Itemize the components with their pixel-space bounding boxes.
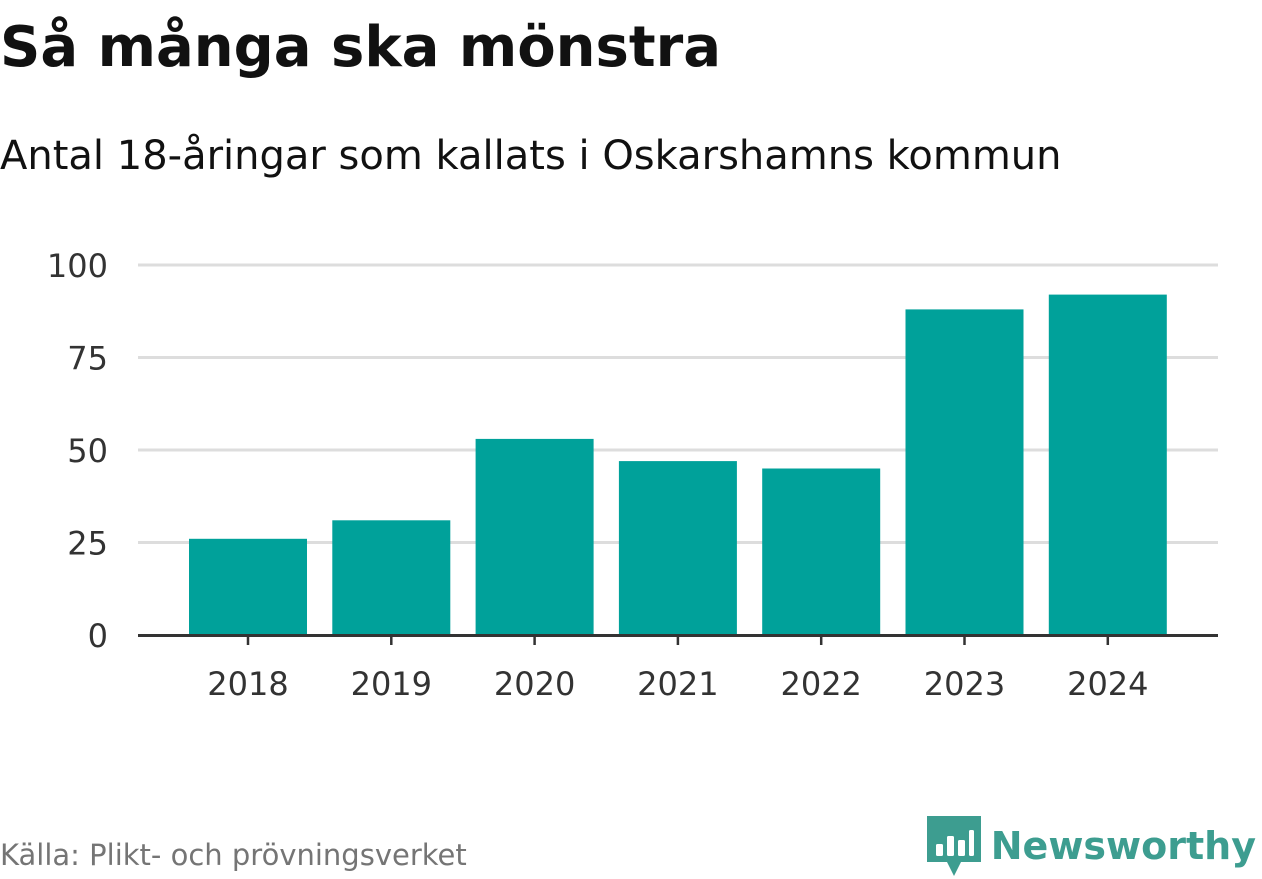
chart-subtitle: Antal 18-åringar som kallats i Oskarsham… — [0, 133, 1062, 179]
x-tick-label: 2021 — [637, 665, 718, 703]
source-note: Källa: Plikt- och prövningsverket — [0, 838, 467, 872]
y-tick-label: 75 — [67, 340, 108, 378]
y-tick-label: 100 — [47, 247, 108, 285]
y-tick-label: 25 — [67, 525, 108, 563]
brand-name: Newsworthy — [990, 824, 1256, 868]
x-tick-label: 2018 — [207, 665, 288, 703]
bar-2021 — [618, 461, 737, 635]
x-tick-label: 2019 — [351, 665, 432, 703]
chart-title: Så många ska mönstra — [0, 15, 722, 80]
newsworthy-logo-icon — [926, 816, 981, 876]
y-tick-label: 0 — [88, 617, 108, 655]
bar-2020 — [475, 438, 594, 635]
x-tick-label: 2024 — [1067, 665, 1148, 703]
x-tick-label: 2023 — [924, 665, 1005, 703]
bar-2022 — [762, 468, 881, 635]
y-axis-tick-labels: 0 25 50 75 100 — [47, 247, 108, 655]
brand-logo: Newsworthy — [926, 815, 1256, 877]
bar-2024 — [1048, 294, 1167, 635]
bars — [189, 294, 1167, 635]
x-axis — [138, 634, 1218, 645]
x-tick-label: 2020 — [494, 665, 575, 703]
bar-2018 — [189, 538, 307, 635]
x-tick-label: 2022 — [780, 665, 861, 703]
y-tick-label: 50 — [67, 432, 108, 470]
bar-2019 — [332, 520, 451, 635]
bar-2023 — [905, 309, 1024, 635]
x-axis-tick-labels: 2018 2019 2020 2021 2022 2023 2024 — [207, 665, 1148, 703]
